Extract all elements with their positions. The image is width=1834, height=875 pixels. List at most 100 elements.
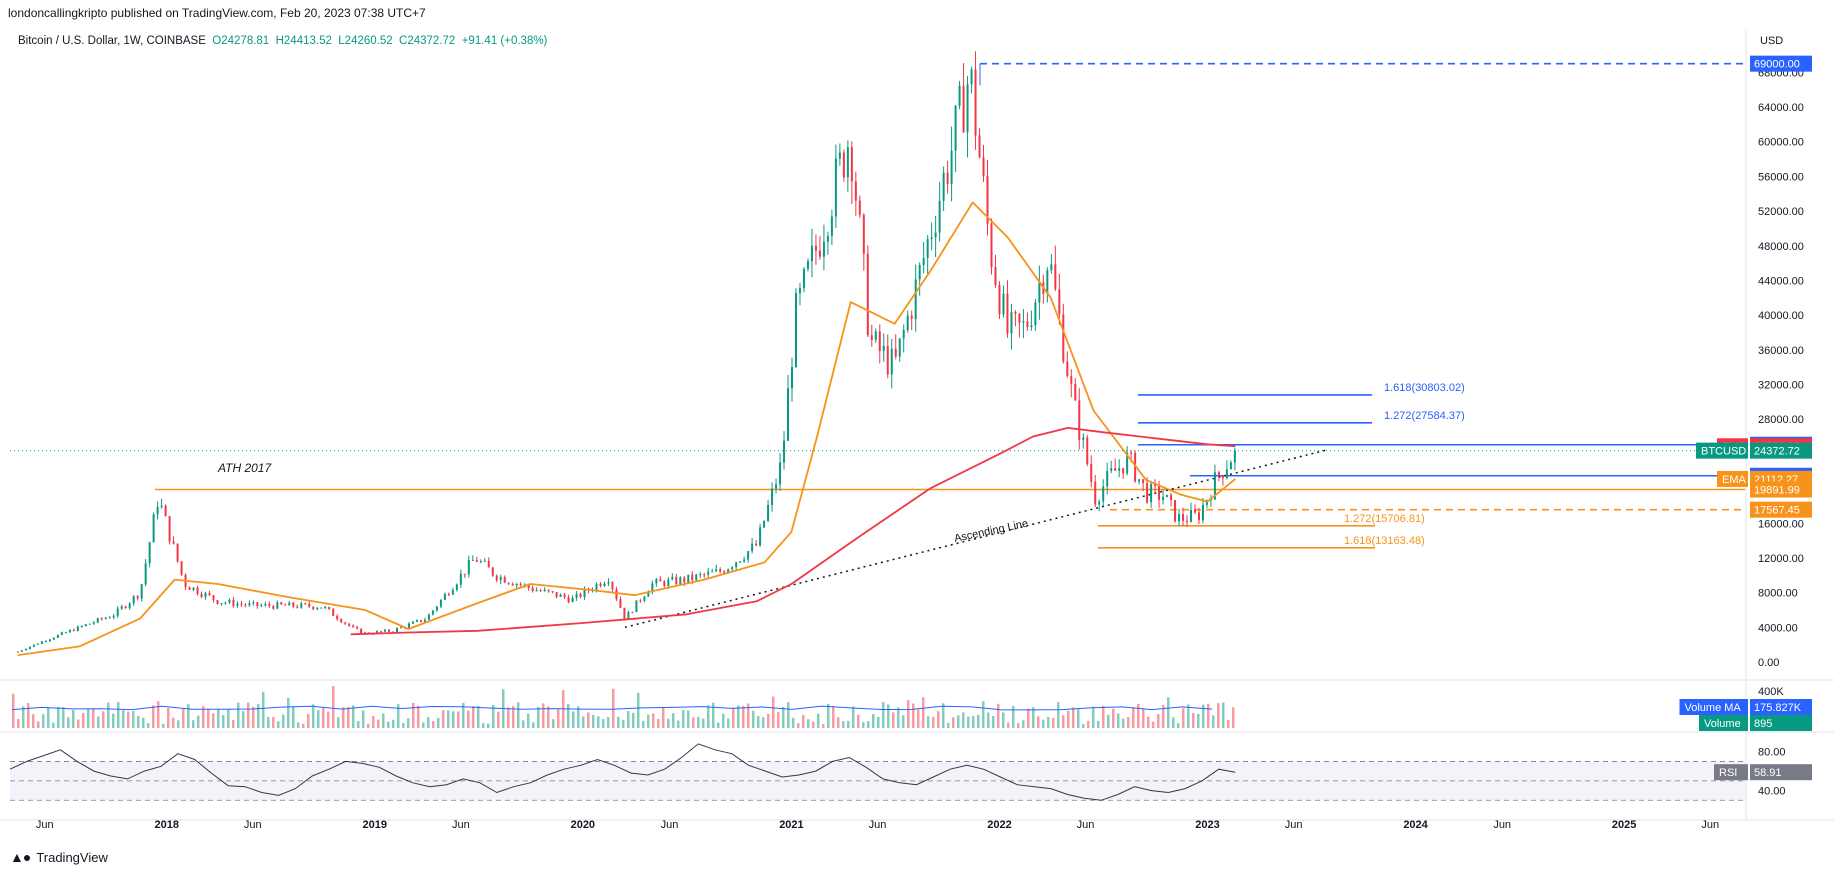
candle-body [40, 641, 43, 644]
volume-bar [577, 706, 580, 728]
volume-bar [517, 702, 520, 728]
candle-body [663, 581, 666, 586]
candle-body [1182, 514, 1185, 521]
volume-bar [582, 716, 585, 728]
candle-body [543, 589, 546, 592]
volume-bar [1152, 721, 1155, 728]
ohlc-open: O24278.81 [212, 35, 270, 47]
rsi-tag-box [1750, 764, 1812, 781]
candle-body [112, 615, 115, 618]
candle-body [703, 574, 706, 576]
candle-body [72, 629, 75, 632]
volume-bar [107, 702, 110, 728]
candle-body [475, 559, 478, 562]
candle-body [802, 268, 805, 289]
x-tick-label: 2018 [155, 819, 179, 831]
volume-bar [1062, 715, 1065, 728]
volume-bar [422, 722, 425, 728]
candle-body [818, 250, 821, 257]
volume-bar [432, 721, 435, 728]
volume-bar [157, 701, 160, 728]
candle-body [244, 604, 247, 606]
candle-body [747, 551, 750, 560]
candle-body [691, 574, 694, 581]
volume-bar [527, 713, 530, 728]
volume-bar [197, 715, 200, 728]
y-tick-label: 8000.00 [1758, 588, 1798, 600]
volume-bar [997, 703, 1000, 728]
volume-bar [1107, 714, 1110, 728]
volume-bar [277, 721, 280, 728]
volume-bar [87, 708, 90, 728]
volume-bar [132, 710, 135, 728]
volume-bar [262, 691, 265, 728]
volume-tag-name-box [1699, 715, 1748, 731]
candle-body [994, 267, 997, 286]
candle-body [328, 607, 331, 609]
volume-bar [77, 719, 80, 728]
volume-bar [892, 712, 895, 728]
volume-bar [317, 710, 320, 728]
candle-body [268, 603, 271, 607]
brand[interactable]: ▲● TradingView [10, 849, 108, 865]
volume-bar [657, 719, 660, 728]
candle-body [1126, 452, 1129, 474]
volume-bar [607, 717, 610, 728]
volume-bar [1212, 715, 1215, 728]
volume-bar [117, 702, 120, 728]
candle-body [495, 575, 498, 581]
candle-body [751, 543, 754, 552]
volume-bar [62, 707, 65, 728]
price-tag-box [1750, 501, 1812, 518]
candle-body [1150, 484, 1153, 503]
candle-body [814, 245, 817, 251]
volume-bar [722, 713, 725, 728]
candle-body [862, 214, 865, 254]
volume-bar [222, 715, 225, 728]
volume-bar [1157, 714, 1160, 728]
volume-bar [847, 720, 850, 728]
volume-bar [472, 706, 475, 728]
volume-bar [962, 712, 965, 728]
volume-bar [417, 705, 420, 728]
candle-body [791, 367, 794, 389]
candle-body [1225, 469, 1228, 479]
candle-body [439, 599, 442, 607]
volume-bar [342, 707, 345, 728]
candle-body [192, 587, 195, 590]
volume-bar [1072, 707, 1075, 728]
volume-bar [17, 718, 20, 728]
candle-body [248, 603, 251, 606]
candle-body [256, 602, 259, 607]
volume-bar [1112, 708, 1115, 728]
volume-bar [207, 708, 210, 728]
volume-bar [1207, 703, 1210, 728]
volume-bar [167, 708, 170, 728]
candle-body [1078, 400, 1081, 440]
candle-body [200, 594, 203, 597]
candle-body [348, 623, 351, 626]
symbol-title[interactable]: Bitcoin / U.S. Dollar, 1W, COINBASE [18, 35, 206, 47]
x-tick-label: 2024 [1403, 819, 1428, 831]
candle-body [423, 619, 426, 622]
candle-body [1038, 282, 1041, 303]
candle-body [1014, 312, 1017, 314]
candle-body [380, 631, 383, 633]
candle-body [104, 617, 107, 620]
y-tick-label: 36000.00 [1758, 345, 1804, 357]
volume-bar [257, 703, 260, 728]
ohlc-close: C24372.72 [399, 35, 456, 47]
volume-bar [482, 722, 485, 728]
candle-body [84, 624, 87, 627]
candle-body [1154, 484, 1157, 487]
y-tick-label: 48000.00 [1758, 241, 1804, 253]
volume-bar [1067, 710, 1070, 728]
candle-body [890, 348, 893, 375]
volume-bar [1192, 713, 1195, 728]
candle-body [894, 348, 897, 357]
volume-bar [1022, 720, 1025, 728]
price-tag-value: 19891.99 [1754, 485, 1800, 497]
candle-body [176, 543, 179, 562]
volume-bar [382, 713, 385, 728]
